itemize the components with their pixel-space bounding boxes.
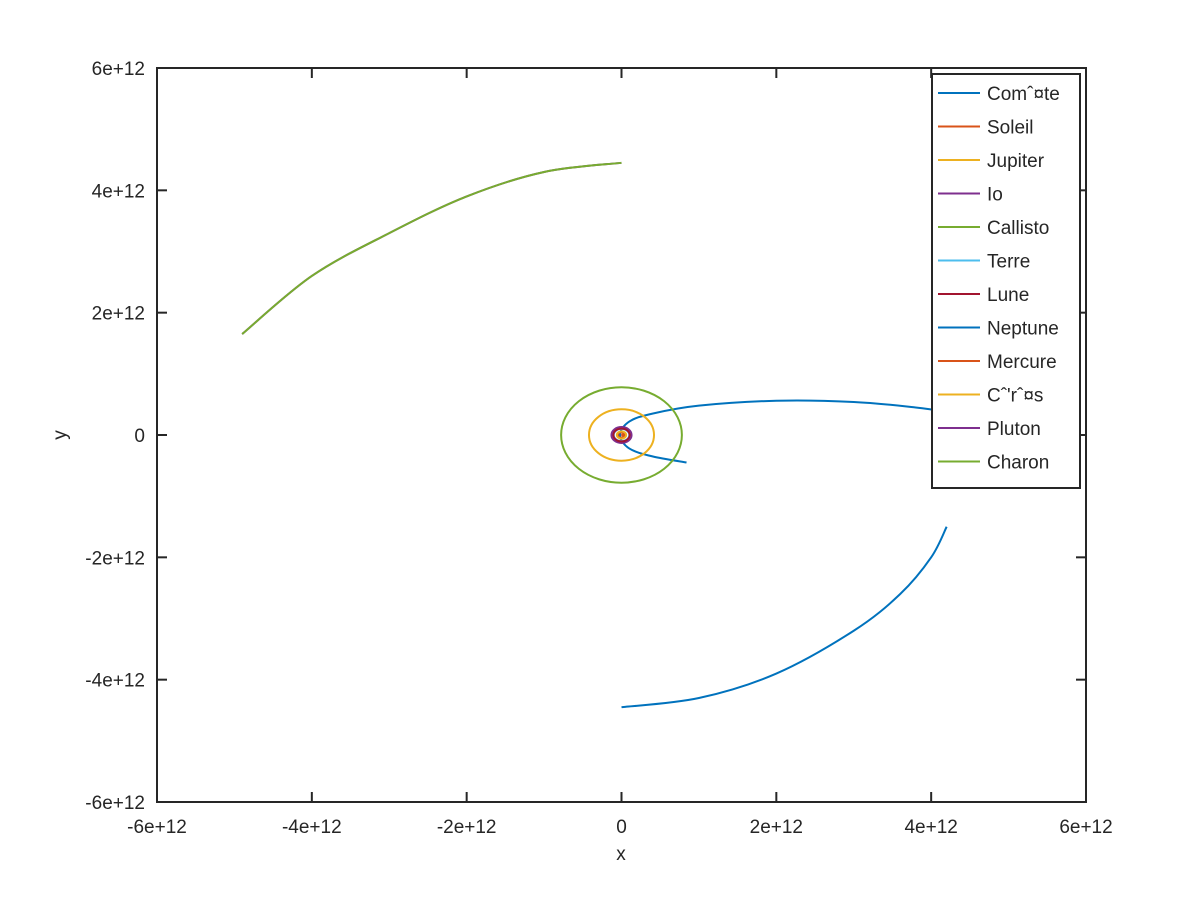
y-axis-label: y <box>50 430 71 440</box>
series-line-11 <box>241 161 622 335</box>
series-line-2 <box>587 408 656 462</box>
series-line-6 <box>612 427 631 443</box>
legend-label: Mercure <box>987 352 1057 373</box>
legend-label: Terre <box>987 252 1030 273</box>
x-tick-label: -4e+12 <box>282 817 342 838</box>
x-tick-label: 4e+12 <box>904 817 957 838</box>
x-tick-label: 0 <box>616 817 627 838</box>
legend-label: Comˆ¤te <box>987 84 1060 105</box>
legend-label: Neptune <box>987 319 1059 340</box>
legend-label: Soleil <box>987 118 1033 139</box>
legend-label: Charon <box>987 453 1049 474</box>
x-tick-label: -6e+12 <box>127 817 187 838</box>
series-line-9 <box>615 430 628 440</box>
legend-label: Cˆ'rˆ¤s <box>987 386 1043 407</box>
legend-label: Lune <box>987 285 1029 306</box>
y-tick-label: 2e+12 <box>92 304 145 325</box>
legend-label: Pluton <box>987 419 1041 440</box>
legend-label: Jupiter <box>987 151 1045 172</box>
series-line-0 <box>618 399 955 464</box>
x-tick-label: 6e+12 <box>1059 817 1112 838</box>
series-layer <box>241 161 955 709</box>
y-tick-label: -4e+12 <box>85 671 145 692</box>
tick-layer: -6e+12 -4e+12 -2e+12 0 2e+12 4e+12 6e+12 -6e+12… <box>85 59 1112 838</box>
y-tick-label: 6e+12 <box>92 59 145 80</box>
y-tick-label: 4e+12 <box>92 181 145 202</box>
legend-box <box>931 73 1081 489</box>
x-axis-label: x <box>616 844 626 865</box>
legend-label: Io <box>987 185 1003 206</box>
y-tick-label: -2e+12 <box>85 548 145 569</box>
x-tick-label: 2e+12 <box>750 817 803 838</box>
y-tick-label: -6e+12 <box>85 793 145 814</box>
legend: Comˆ¤te Soleil Jupiter Io Callisto Terre Lune N… <box>931 73 1081 489</box>
series-line-3 <box>610 426 633 444</box>
y-tick-label: 0 <box>134 426 145 447</box>
series-line-4 <box>560 386 683 484</box>
series-line-7 <box>621 526 948 709</box>
x-tick-label: -2e+12 <box>437 817 497 838</box>
legend-label: Callisto <box>987 218 1049 239</box>
